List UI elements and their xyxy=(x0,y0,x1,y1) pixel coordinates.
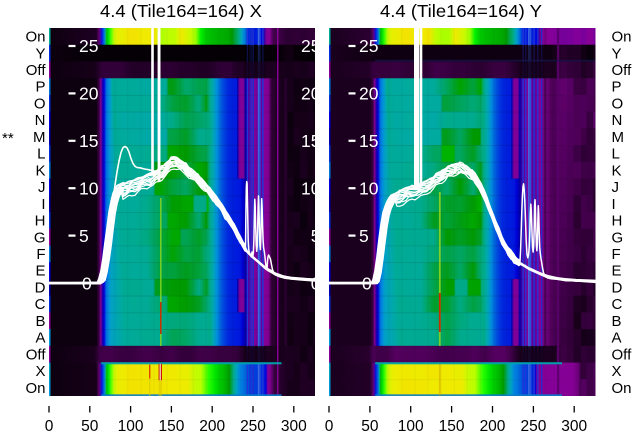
svg-text:200: 200 xyxy=(480,418,506,435)
svg-text:I: I xyxy=(41,196,45,213)
svg-text:On: On xyxy=(612,380,632,397)
svg-text:B: B xyxy=(612,313,622,330)
svg-text:F: F xyxy=(612,246,621,263)
svg-text:4.4 (Tile164=164) X: 4.4 (Tile164=164) X xyxy=(100,1,262,21)
svg-text:P: P xyxy=(612,79,622,96)
svg-text:20: 20 xyxy=(79,84,99,104)
svg-text:On: On xyxy=(612,29,632,46)
svg-text:100: 100 xyxy=(118,418,144,435)
svg-text:25: 25 xyxy=(359,36,378,56)
svg-text:B: B xyxy=(35,313,45,330)
svg-text:D: D xyxy=(612,280,623,297)
svg-text:M: M xyxy=(33,129,46,146)
svg-text:J: J xyxy=(612,179,620,196)
svg-text:C: C xyxy=(612,296,623,313)
svg-text:On: On xyxy=(25,380,45,397)
svg-text:5: 5 xyxy=(311,226,321,246)
svg-text:20: 20 xyxy=(301,84,321,104)
svg-text:C: C xyxy=(35,296,46,313)
svg-text:P: P xyxy=(35,79,45,96)
svg-text:F: F xyxy=(36,246,45,263)
svg-text:K: K xyxy=(612,162,622,179)
svg-text:L: L xyxy=(37,146,45,163)
svg-text:M: M xyxy=(612,129,625,146)
svg-text:5: 5 xyxy=(79,226,89,246)
svg-text:G: G xyxy=(34,229,46,246)
svg-text:5: 5 xyxy=(359,226,369,246)
svg-text:Y: Y xyxy=(612,45,622,62)
svg-text:Off: Off xyxy=(612,62,633,79)
svg-text:X: X xyxy=(612,363,622,380)
svg-text:150: 150 xyxy=(439,418,465,435)
svg-text:**: ** xyxy=(2,130,14,147)
svg-text:Y: Y xyxy=(35,45,45,62)
svg-text:A: A xyxy=(35,330,45,347)
svg-text:N: N xyxy=(35,112,46,129)
svg-text:A: A xyxy=(612,330,622,347)
svg-text:25: 25 xyxy=(301,36,320,56)
svg-text:300: 300 xyxy=(561,418,587,435)
svg-text:0: 0 xyxy=(311,274,321,294)
svg-text:Off: Off xyxy=(26,346,47,363)
svg-text:0: 0 xyxy=(82,274,92,294)
svg-text:N: N xyxy=(612,112,623,129)
svg-text:250: 250 xyxy=(520,418,546,435)
svg-text:I: I xyxy=(612,196,616,213)
svg-text:150: 150 xyxy=(158,418,184,435)
svg-text:4.4 (Tile164=164) Y: 4.4 (Tile164=164) Y xyxy=(380,1,542,21)
svg-text:E: E xyxy=(35,263,45,280)
svg-text:H: H xyxy=(35,213,46,230)
svg-text:10: 10 xyxy=(359,178,379,198)
svg-text:15: 15 xyxy=(301,131,320,151)
svg-text:Off: Off xyxy=(612,346,633,363)
svg-text:0: 0 xyxy=(45,418,54,435)
svg-text:25: 25 xyxy=(79,36,98,56)
svg-text:H: H xyxy=(612,213,623,230)
svg-text:G: G xyxy=(612,229,624,246)
svg-text:20: 20 xyxy=(359,84,379,104)
svg-text:15: 15 xyxy=(79,131,98,151)
svg-text:10: 10 xyxy=(79,178,99,198)
svg-text:O: O xyxy=(34,96,46,113)
svg-text:J: J xyxy=(38,179,46,196)
svg-text:200: 200 xyxy=(199,418,225,435)
svg-text:K: K xyxy=(35,162,45,179)
svg-text:Off: Off xyxy=(26,62,47,79)
svg-text:15: 15 xyxy=(359,131,378,151)
svg-text:50: 50 xyxy=(81,418,99,435)
svg-text:300: 300 xyxy=(281,418,307,435)
svg-text:X: X xyxy=(35,363,45,380)
svg-text:0: 0 xyxy=(325,418,334,435)
svg-text:250: 250 xyxy=(240,418,266,435)
svg-text:On: On xyxy=(25,29,45,46)
svg-text:L: L xyxy=(612,146,620,163)
svg-text:100: 100 xyxy=(398,418,424,435)
svg-text:E: E xyxy=(612,263,622,280)
svg-text:O: O xyxy=(612,96,624,113)
svg-text:10: 10 xyxy=(301,178,321,198)
svg-text:D: D xyxy=(35,280,46,297)
svg-text:50: 50 xyxy=(361,418,379,435)
svg-text:0: 0 xyxy=(362,274,372,294)
